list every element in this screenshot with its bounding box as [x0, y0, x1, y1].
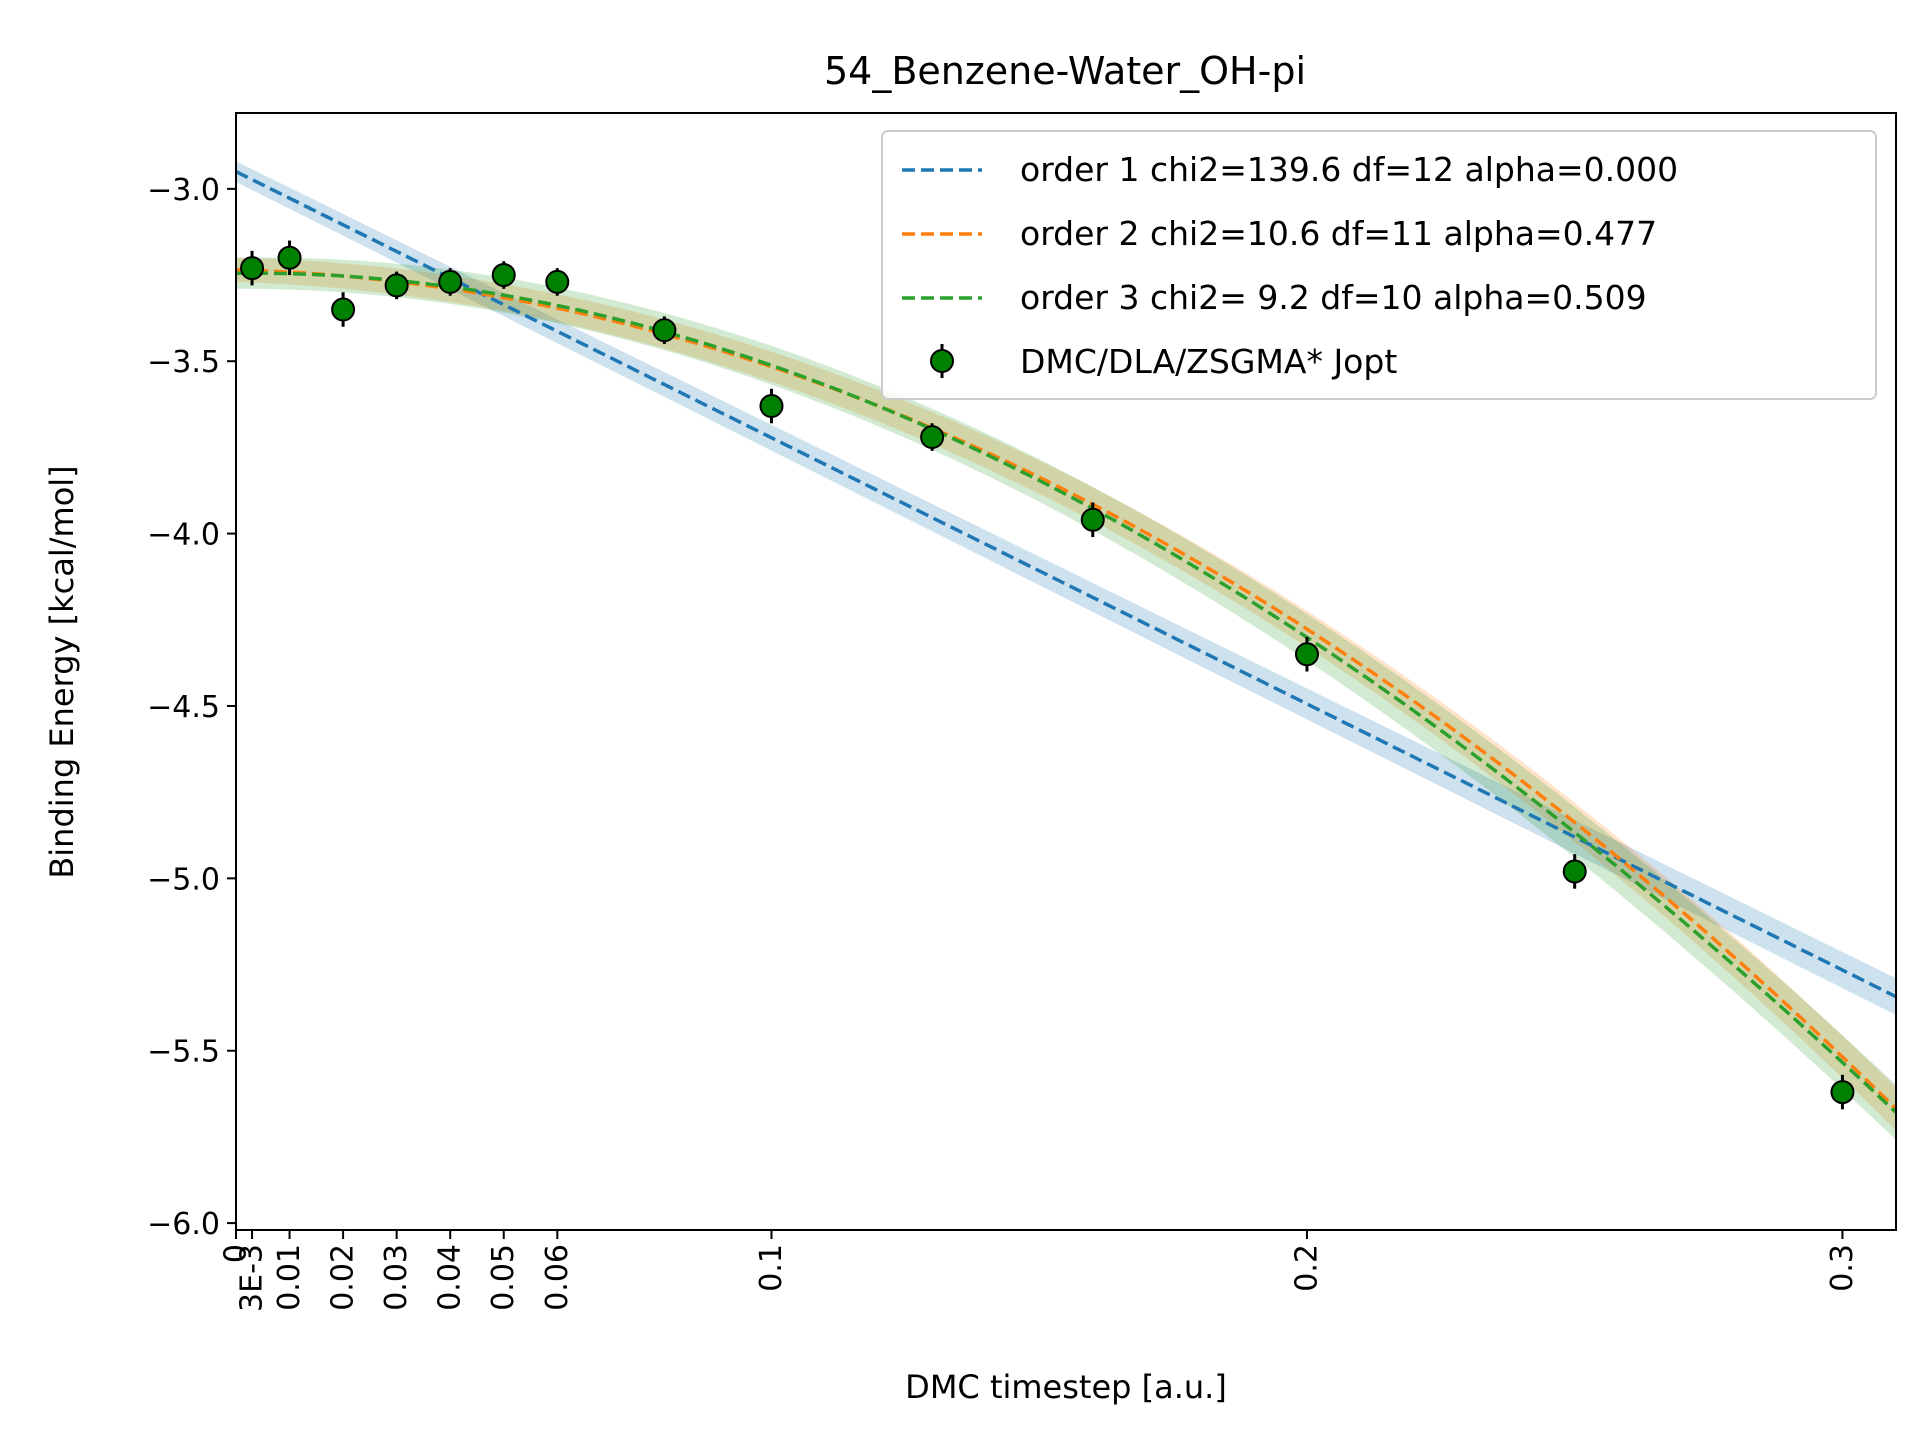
point-marker [759, 394, 784, 419]
y-tick-label: −3.5 [147, 345, 220, 380]
x-tick-label: 0.3 [1825, 1244, 1860, 1292]
point-marker [384, 273, 409, 298]
data-point [1080, 502, 1105, 538]
y-tick-label: −3.0 [147, 173, 220, 208]
plot-frame [235, 112, 1897, 1231]
point-marker [331, 297, 356, 322]
point-marker [240, 256, 265, 281]
data-point [1562, 854, 1587, 889]
y-tick-label: −6.0 [147, 1207, 220, 1242]
data-point [240, 250, 265, 286]
legend-label-order-3: order 3 chi2= 9.2 df=10 alpha=0.509 [1020, 278, 1647, 317]
legend-label-order-1: order 1 chi2=139.6 df=12 alpha=0.000 [1020, 150, 1678, 189]
x-axis-label: DMC timestep [a.u.] [905, 1368, 1227, 1406]
x-tick-label: 0.1 [754, 1244, 789, 1292]
data-points [240, 240, 1855, 1110]
point-marker [491, 263, 516, 288]
data-point [545, 268, 570, 296]
x-tick-label: 0.05 [486, 1244, 521, 1311]
x-tick-label: 0.03 [379, 1244, 414, 1311]
data-point [1294, 637, 1319, 672]
x-axis: 03E-3 0.01 0.02 0.03 0.04 0.05 0.06 0.1 0.2 0.3 [219, 1230, 1860, 1312]
x-tick-label: 0.01 [272, 1244, 307, 1311]
y-axis-label: Binding Energy [kcal/mol] [43, 465, 81, 878]
data-point [438, 268, 463, 296]
x-tick-label: 0.02 [326, 1244, 361, 1311]
chart-title: 54_Benzene-Water_OH-pi [824, 49, 1306, 93]
data-point [652, 316, 677, 344]
y-tick-label: −4.5 [147, 690, 220, 725]
x-tick-label: 3E-3 [235, 1244, 270, 1312]
fit-lines [236, 170, 1896, 1114]
point-marker [1294, 642, 1319, 667]
point-marker [652, 318, 677, 343]
point-marker [1830, 1080, 1855, 1105]
y-tick-label: −5.5 [147, 1035, 220, 1070]
x-tick-label: 0.04 [433, 1244, 468, 1311]
data-point [491, 261, 516, 289]
y-tick-label: −4.0 [147, 518, 220, 553]
data-point [331, 292, 356, 327]
x-tick-label: 0.06 [540, 1244, 575, 1311]
legend: order 1 chi2=139.6 df=12 alpha=0.000 ord… [881, 130, 1877, 400]
plot-area [235, 112, 1897, 1231]
y-tick-label: −5.0 [147, 862, 220, 897]
point-marker [277, 245, 302, 270]
fit-bands [236, 161, 1896, 1140]
legend-label-order-2: order 2 chi2=10.6 df=11 alpha=0.477 [1020, 214, 1657, 253]
data-point [1830, 1074, 1855, 1110]
fit-line-order-3 [236, 271, 1896, 1114]
x-tick-label: 0 [219, 1244, 254, 1263]
point-marker [1562, 859, 1587, 884]
point-marker [545, 269, 570, 294]
y-axis: −3.0 −3.5 −4.0 −4.5 −5.0 −5.5 −6.0 [147, 173, 236, 1242]
data-point [920, 423, 945, 451]
point-marker [438, 269, 463, 294]
point-marker [1080, 507, 1105, 532]
data-point [277, 240, 302, 276]
fit-line-order-2 [236, 268, 1896, 1111]
data-point [759, 388, 784, 424]
legend-label-points: DMC/DLA/ZSGMA* Jopt [1020, 342, 1397, 381]
legend-box [881, 130, 1877, 400]
legend-point-marker [930, 349, 954, 373]
fit-band-order-1 [236, 161, 1896, 1016]
data-point [384, 271, 409, 300]
point-marker [920, 425, 945, 450]
x-tick-label: 0.2 [1290, 1244, 1325, 1292]
